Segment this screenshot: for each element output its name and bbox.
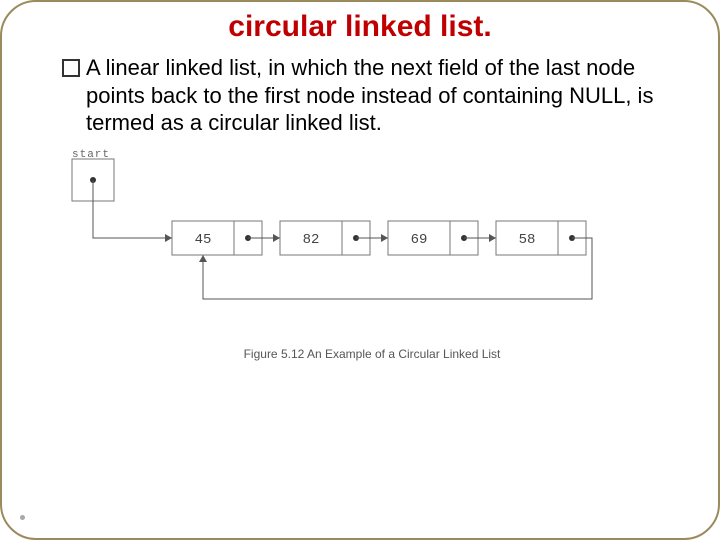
svg-text:82: 82	[303, 232, 320, 248]
svg-text:58: 58	[519, 232, 536, 248]
bullet-row: A linear linked list, in which the next …	[62, 54, 668, 137]
svg-text:69: 69	[411, 232, 428, 248]
bullet-square-icon	[62, 59, 80, 77]
slide-title: circular linked list.	[32, 10, 688, 44]
linked-list-svg: start45826958	[52, 149, 692, 339]
diagram-caption: Figure 5.12 An Example of a Circular Lin…	[52, 347, 692, 361]
corner-dot-icon	[20, 515, 25, 520]
svg-text:45: 45	[195, 232, 212, 248]
diagram: start45826958 Figure 5.12 An Example of …	[52, 149, 692, 361]
slide-frame: circular linked list. A linear linked li…	[0, 0, 720, 540]
body-text: A linear linked list, in which the next …	[86, 54, 668, 137]
